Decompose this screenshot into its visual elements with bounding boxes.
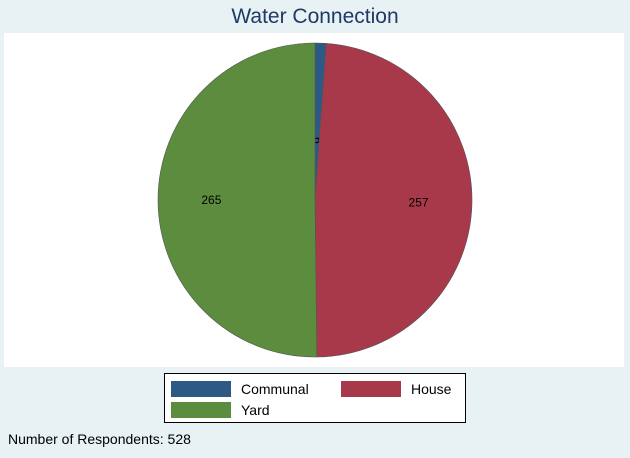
legend-label-yard: Yard bbox=[241, 402, 270, 418]
legend-item-communal: Communal bbox=[171, 380, 309, 398]
legend-label-house: House bbox=[411, 381, 452, 397]
pie-chart: 6 257 265 bbox=[157, 42, 473, 358]
plot-area: 6 257 265 bbox=[4, 33, 624, 367]
legend: Communal House Yard bbox=[164, 373, 466, 423]
chart-title: Water Connection bbox=[231, 5, 399, 28]
respondents-note: Number of Respondents: 528 bbox=[8, 431, 191, 447]
legend-label-communal: Communal bbox=[241, 381, 309, 397]
pie-slice-house bbox=[314, 43, 473, 358]
pie-value-label-communal: 6 bbox=[311, 137, 325, 144]
pie-slice-yard bbox=[157, 42, 318, 358]
legend-swatch-house bbox=[341, 381, 401, 397]
legend-item-yard: Yard bbox=[171, 401, 270, 419]
pie-value-label-house: 257 bbox=[409, 195, 429, 209]
pie-value-label-yard: 265 bbox=[201, 193, 221, 207]
legend-swatch-communal bbox=[171, 381, 231, 397]
legend-swatch-yard bbox=[171, 402, 231, 418]
legend-item-house: House bbox=[341, 380, 451, 398]
